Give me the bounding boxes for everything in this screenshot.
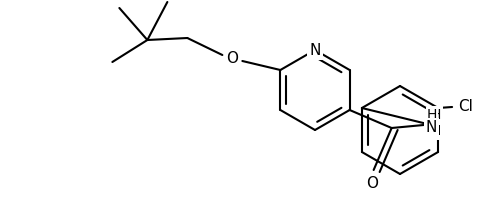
- Text: O: O: [366, 177, 378, 192]
- Text: Cl: Cl: [458, 98, 473, 113]
- Text: N: N: [310, 43, 320, 58]
- Text: H: H: [426, 108, 437, 122]
- Text: N: N: [426, 119, 438, 135]
- Text: O: O: [226, 51, 238, 65]
- Text: H
N: H N: [430, 108, 441, 138]
